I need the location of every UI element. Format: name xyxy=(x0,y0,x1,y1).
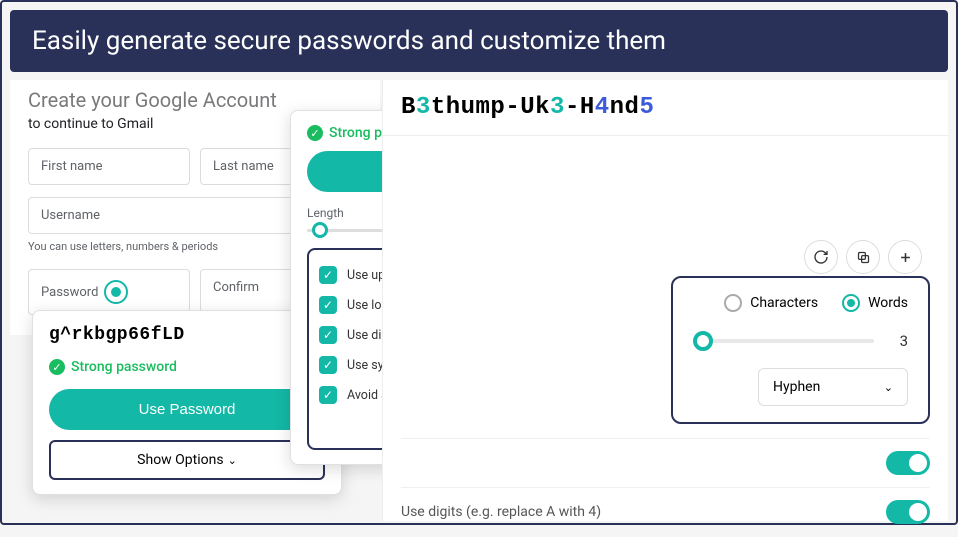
chevron-down-icon: ⌄ xyxy=(884,381,893,394)
word-generator-panel: B3thump-Uk3-H4nd5 Characters xyxy=(382,80,948,521)
generated-password: g^rkbgp66fLD xyxy=(49,325,325,345)
show-options-button[interactable]: Show Options ⌄ xyxy=(49,440,325,480)
use-password-button[interactable]: Use Password xyxy=(49,389,325,430)
plus-icon xyxy=(898,250,913,265)
password-manager-icon[interactable] xyxy=(104,280,128,304)
first-name-field[interactable]: First name xyxy=(28,148,190,185)
length-slider-thumb[interactable] xyxy=(312,222,328,238)
radio-icon xyxy=(842,294,860,312)
checkbox-icon[interactable]: ✓ xyxy=(319,266,337,284)
word-settings-box: Characters Words 3 Hyphen ⌄ xyxy=(671,276,930,424)
check-icon: ✓ xyxy=(307,125,323,141)
toggle-row-digits: Use digits (e.g. replace A with 4) xyxy=(401,487,930,536)
toggle-1[interactable] xyxy=(886,451,930,475)
password-field[interactable]: Password xyxy=(28,269,190,315)
checkbox-icon[interactable]: ✓ xyxy=(319,326,337,344)
regenerate-button[interactable] xyxy=(804,240,838,274)
checkbox-icon[interactable]: ✓ xyxy=(319,296,337,314)
word-slider-thumb[interactable] xyxy=(693,331,713,351)
toggle-row-1 xyxy=(401,438,930,487)
toggle-digits[interactable] xyxy=(886,500,930,524)
strength-indicator: ✓ Strong password xyxy=(49,359,325,375)
checkbox-icon[interactable]: ✓ xyxy=(319,386,337,404)
radio-icon xyxy=(724,294,742,312)
chevron-down-icon: ⌄ xyxy=(228,454,237,467)
refresh-icon xyxy=(813,249,829,265)
separator-select[interactable]: Hyphen ⌄ xyxy=(758,368,908,406)
check-icon: ✓ xyxy=(49,359,65,375)
add-button[interactable] xyxy=(888,240,922,274)
words-radio[interactable]: Words xyxy=(842,294,908,312)
form-title: Create your Google Account xyxy=(28,88,362,112)
toggle-label-digits: Use digits (e.g. replace A with 4) xyxy=(401,504,601,520)
copy-button[interactable] xyxy=(846,240,880,274)
checkbox-icon[interactable]: ✓ xyxy=(319,356,337,374)
word-count-slider[interactable] xyxy=(693,339,874,343)
copy-icon xyxy=(856,250,871,265)
word-count-value: 3 xyxy=(888,332,908,350)
word-password-display: B3thump-Uk3-H4nd5 xyxy=(401,94,930,121)
headline-banner: Easily generate secure passwords and cus… xyxy=(10,10,948,72)
characters-radio[interactable]: Characters xyxy=(724,294,818,312)
